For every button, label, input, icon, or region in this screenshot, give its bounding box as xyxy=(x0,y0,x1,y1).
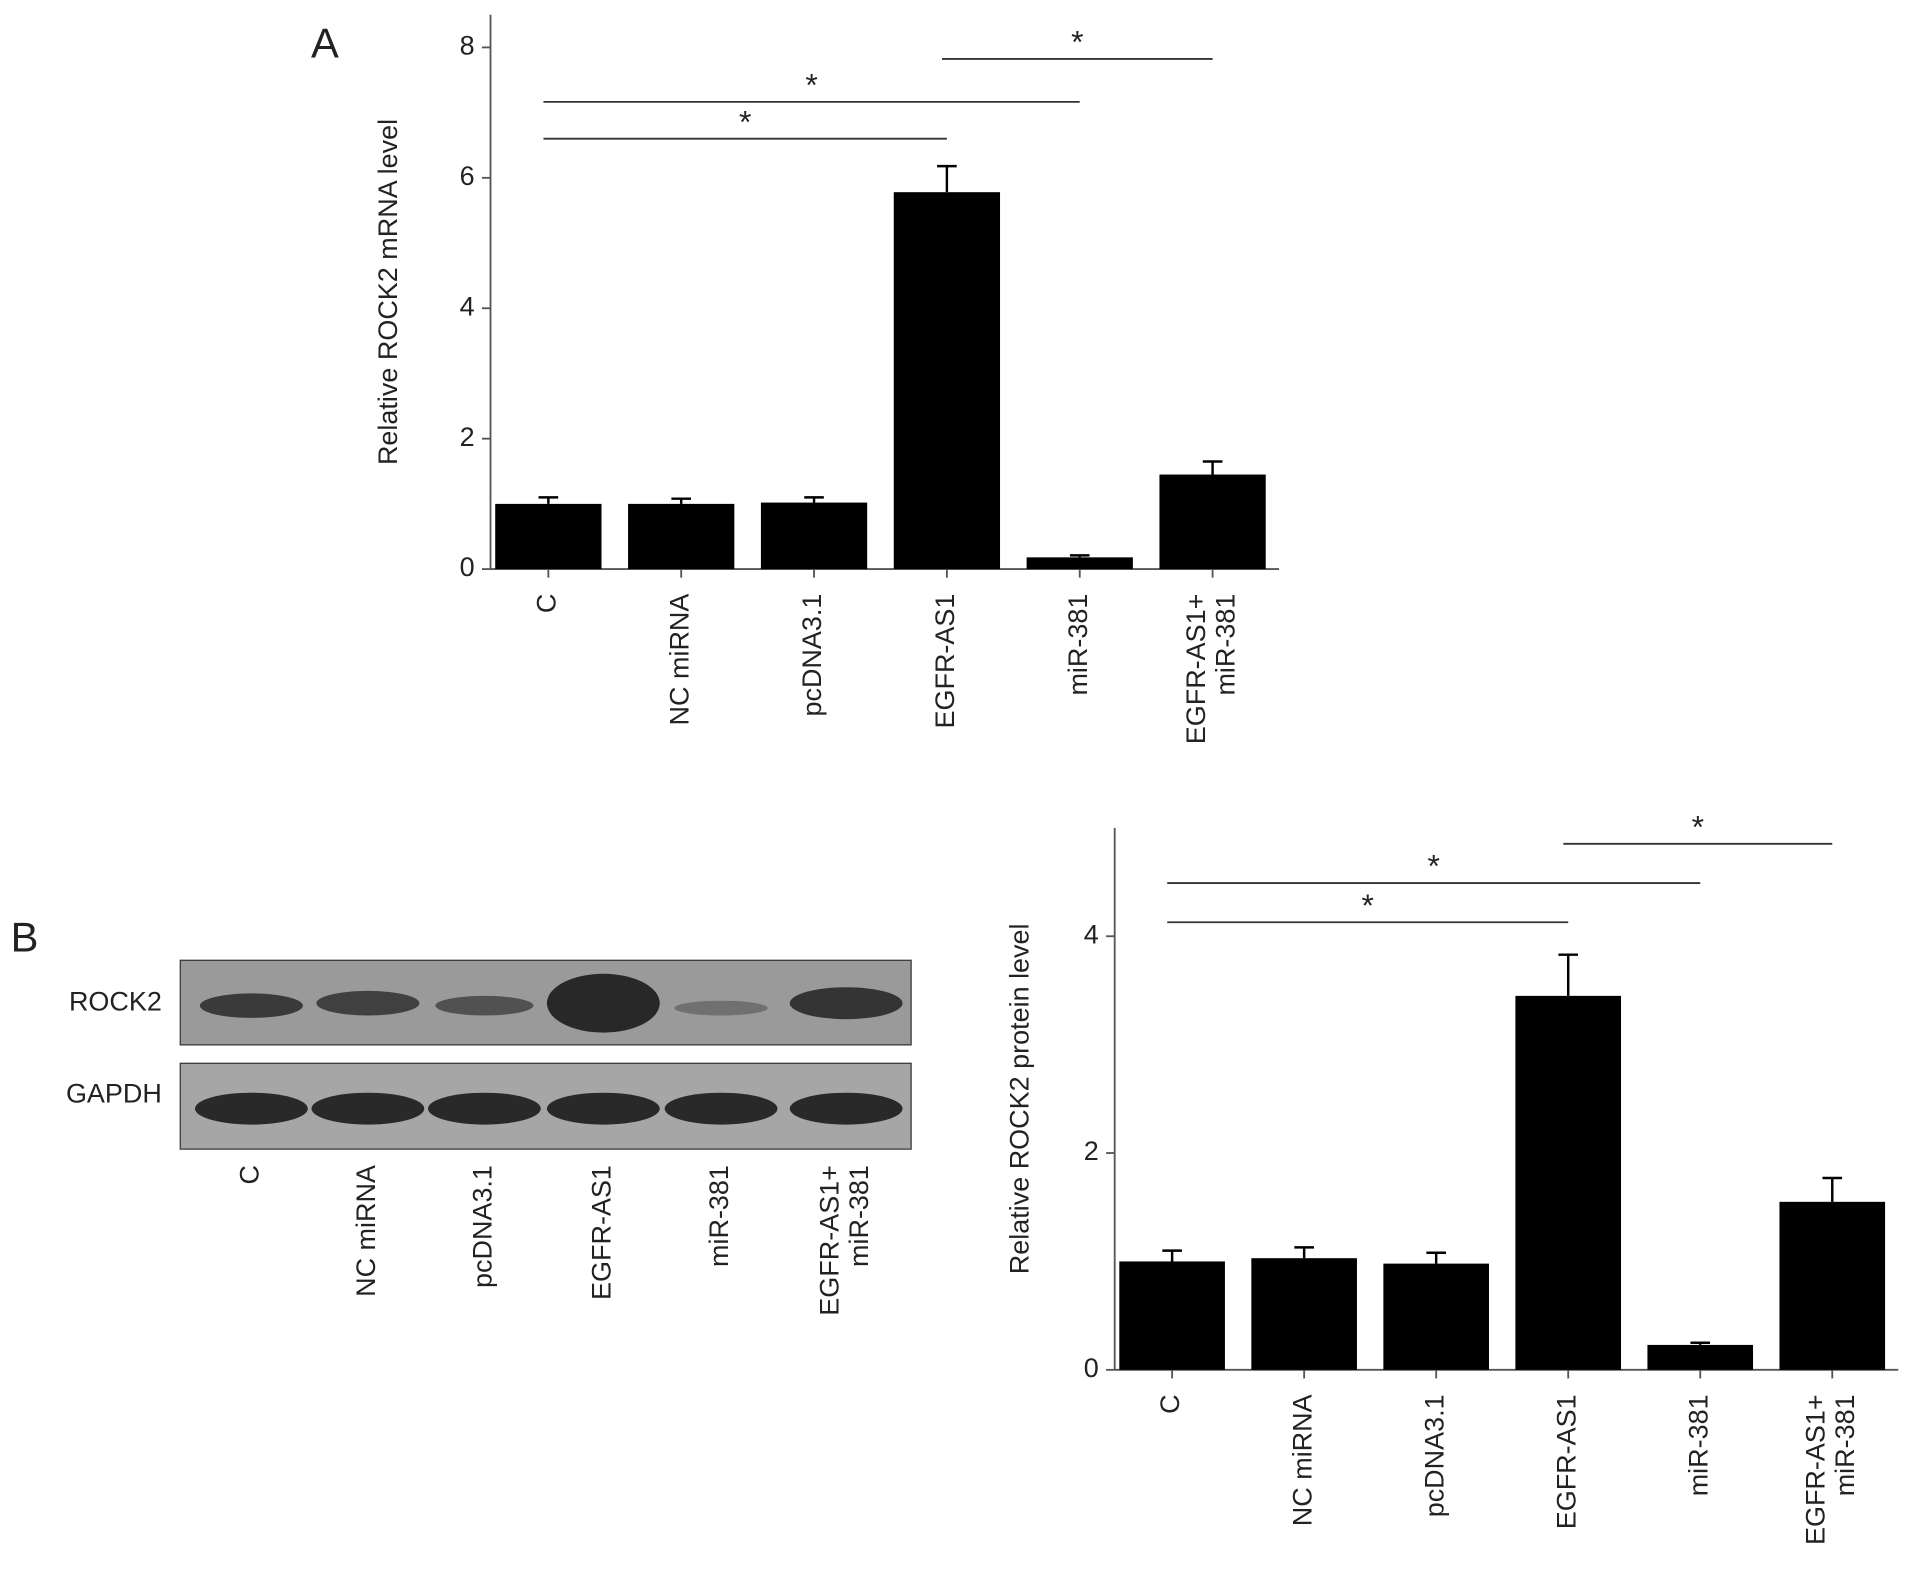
x-tick-label: EGFR-AS1 xyxy=(1551,1394,1581,1529)
x-label-group: pcDNA3.1 xyxy=(797,594,827,717)
x-tick-label: miR-381 xyxy=(1063,594,1093,696)
lane-label: EGFR-AS1+miR-381 xyxy=(815,1165,874,1316)
x-label-group: C xyxy=(1155,1394,1185,1413)
bar xyxy=(1515,995,1622,1370)
x-label-group: C xyxy=(531,594,561,613)
lane-label: EGFR-AS1 xyxy=(586,1165,616,1300)
y-tick-label: 8 xyxy=(460,31,475,61)
error-bar xyxy=(1426,1251,1446,1264)
x-tick-label: NC miRNA xyxy=(664,594,694,726)
bar xyxy=(1159,474,1266,570)
lane-label-group: C xyxy=(235,1165,265,1184)
error-bar xyxy=(937,164,957,193)
bar xyxy=(1251,1258,1357,1370)
error-bar xyxy=(1162,1249,1182,1262)
blot: ROCK2 GAPDH xyxy=(66,959,912,1150)
error-bar xyxy=(1202,460,1223,475)
x-label-group: pcDNA3.1 xyxy=(1419,1394,1449,1517)
bar xyxy=(1026,557,1133,570)
band xyxy=(789,987,903,1020)
y-tick-label: 4 xyxy=(460,291,475,321)
band xyxy=(664,1092,778,1125)
bar xyxy=(1779,1201,1886,1370)
x-tick-label: EGFR-AS1+miR-381 xyxy=(1801,1394,1860,1545)
lane-label: NC miRNA xyxy=(351,1165,381,1297)
significance-label: * xyxy=(1692,808,1704,844)
x-label-group: miR-381 xyxy=(1683,1394,1713,1496)
bar xyxy=(1119,1261,1225,1370)
x-tick-label: miR-381 xyxy=(1683,1394,1713,1496)
error-bar xyxy=(1690,1341,1711,1345)
band xyxy=(199,993,303,1018)
band xyxy=(435,995,534,1016)
y-tick-label: 2 xyxy=(460,422,475,452)
band xyxy=(674,1000,768,1016)
x-label-group: NC miRNA xyxy=(1287,1394,1317,1526)
significance-label: * xyxy=(739,103,751,139)
y-label-group: Relative ROCK2 mRNA level xyxy=(373,119,403,465)
error-bar xyxy=(1822,1176,1843,1202)
lane-label-group: EGFR-AS1 xyxy=(586,1165,616,1300)
band xyxy=(427,1092,541,1125)
bar xyxy=(628,503,735,570)
error-bar xyxy=(1294,1246,1314,1259)
band xyxy=(789,1092,903,1125)
x-label-group: EGFR-AS1+miR-381 xyxy=(1801,1394,1860,1545)
blot-row-label: GAPDH xyxy=(66,1078,162,1108)
error-bar xyxy=(538,496,559,504)
lane-label: pcDNA3.1 xyxy=(468,1165,498,1288)
x-label-group: EGFR-AS1+miR-381 xyxy=(1181,594,1240,745)
panel-label: B xyxy=(11,914,39,961)
lane-label-group: pcDNA3.1 xyxy=(468,1165,498,1288)
x-tick-label: EGFR-AS1+miR-381 xyxy=(1181,594,1240,745)
bar xyxy=(1647,1344,1754,1370)
y-tick-label: 2 xyxy=(1084,1136,1099,1166)
y-label-group: Relative ROCK2 protein level xyxy=(1005,923,1035,1274)
significance-label: * xyxy=(805,67,817,103)
bar xyxy=(893,192,1001,570)
band xyxy=(546,1092,660,1125)
y-tick-label: 0 xyxy=(1084,1353,1099,1383)
x-label-group: EGFR-AS1 xyxy=(930,594,960,729)
bar xyxy=(760,502,868,570)
bar xyxy=(1383,1263,1489,1370)
error-bar xyxy=(1069,554,1090,558)
x-label-group: EGFR-AS1 xyxy=(1551,1394,1581,1529)
lane-label: C xyxy=(235,1165,265,1184)
lane-label-group: miR-381 xyxy=(704,1165,734,1267)
x-tick-label: C xyxy=(531,594,561,613)
blot-strip xyxy=(179,959,912,1046)
x-tick-label: pcDNA3.1 xyxy=(797,594,827,717)
x-tick-label: EGFR-AS1 xyxy=(930,594,960,729)
lane-label: miR-381 xyxy=(704,1165,734,1267)
x-label-group: miR-381 xyxy=(1063,594,1093,696)
band xyxy=(194,1092,308,1125)
x-tick-label: pcDNA3.1 xyxy=(1419,1394,1449,1517)
x-label-group: NC miRNA xyxy=(664,594,694,726)
y-axis-label: Relative ROCK2 protein level xyxy=(1005,923,1035,1274)
panel-label: A xyxy=(311,20,339,67)
significance-label: * xyxy=(1428,848,1440,884)
error-bar xyxy=(804,496,824,503)
x-tick-label: C xyxy=(1155,1394,1185,1413)
y-tick-label: 6 xyxy=(460,161,475,191)
significance-label: * xyxy=(1362,887,1374,923)
band xyxy=(316,990,420,1016)
lane-label-group: NC miRNA xyxy=(351,1165,381,1297)
y-tick-label: 4 xyxy=(1084,919,1099,949)
bands xyxy=(194,973,903,1125)
significance-label: * xyxy=(1071,24,1083,60)
band xyxy=(311,1092,425,1125)
x-tick-label: NC miRNA xyxy=(1287,1394,1317,1526)
error-bar xyxy=(1558,953,1579,996)
blot-row-label: ROCK2 xyxy=(69,986,162,1016)
error-bar xyxy=(671,497,692,504)
y-tick-label: 0 xyxy=(460,552,475,582)
band xyxy=(546,973,660,1033)
bar xyxy=(495,503,602,570)
y-axis-label: Relative ROCK2 mRNA level xyxy=(373,119,403,465)
lane-label-group: EGFR-AS1+miR-381 xyxy=(815,1165,874,1316)
